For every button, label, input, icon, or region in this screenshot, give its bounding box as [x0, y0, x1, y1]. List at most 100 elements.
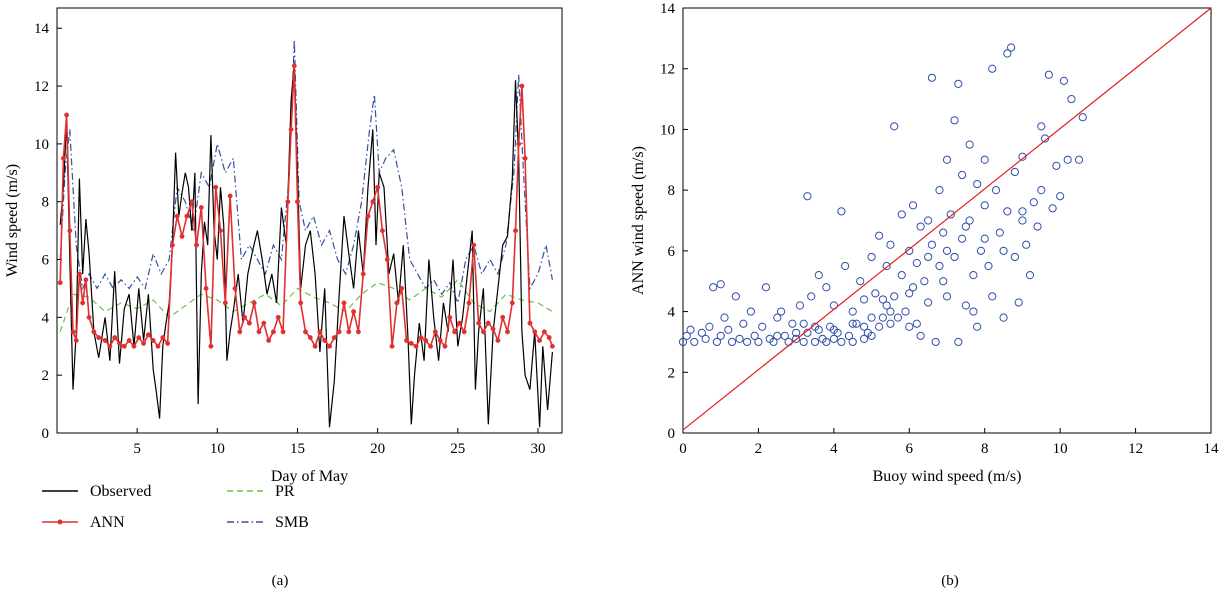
plot-frame	[682, 7, 1212, 434]
scatter-point	[844, 331, 854, 340]
y-tick-label: 8	[668, 183, 676, 199]
data-point-ann	[490, 326, 496, 332]
scatter-point	[822, 337, 831, 347]
scatter-point	[743, 337, 752, 347]
data-point-ann	[537, 338, 543, 343]
scatter-point	[1074, 155, 1084, 164]
data-point-ann	[317, 329, 323, 335]
scatter-point	[856, 277, 865, 286]
data-point-ann	[86, 314, 92, 320]
y-tick-label: 14	[34, 21, 50, 37]
scatter-point	[867, 252, 876, 262]
data-point-ann	[541, 329, 547, 335]
data-point-ann	[208, 343, 214, 349]
data-point-ann	[189, 199, 195, 205]
scatter-point	[965, 140, 974, 149]
x-tick-label: 10	[1053, 441, 1068, 457]
scatter-point	[776, 307, 786, 316]
data-point-ann	[461, 329, 467, 335]
data-point-ann	[218, 228, 223, 234]
scatter-point	[859, 322, 869, 331]
data-point-ann	[288, 126, 294, 132]
y-tick-label: 6	[668, 244, 676, 260]
scatter-point	[701, 334, 710, 343]
scatter-point	[746, 307, 755, 316]
x-tick-label: 15	[290, 441, 305, 457]
scatter-point	[716, 280, 725, 289]
data-point-ann	[452, 329, 458, 335]
scatter-point	[897, 210, 906, 219]
legend-label-observed: Observed	[90, 483, 151, 500]
data-point-ann	[112, 335, 118, 341]
scatter-point	[803, 192, 812, 201]
scatter-point	[954, 337, 963, 347]
scatter-point	[848, 319, 857, 328]
scatter-point	[908, 283, 918, 292]
data-point-ann	[399, 285, 405, 291]
data-point-ann	[466, 300, 472, 306]
y-tick-label: 2	[668, 365, 676, 381]
scatter-point	[799, 337, 808, 347]
data-point-ann	[227, 193, 233, 199]
x-tick-label: 8	[981, 441, 989, 457]
scatter-point	[924, 216, 933, 225]
scatter-point	[712, 337, 722, 347]
series-line-pr	[59, 278, 553, 332]
data-point-ann	[456, 320, 462, 326]
scatter-point	[1003, 207, 1012, 216]
scatter-point	[905, 322, 914, 331]
scatter-point	[875, 231, 884, 240]
scatter-point	[829, 334, 838, 343]
data-point-ann	[389, 343, 395, 349]
scatter-point	[886, 319, 895, 328]
scatter-point	[905, 246, 914, 255]
data-point-ann	[222, 300, 228, 306]
scatter-point	[980, 155, 989, 164]
scatter-point	[859, 295, 869, 304]
data-point-ann	[516, 141, 522, 147]
scatter-point	[957, 234, 967, 243]
scatter-point	[946, 210, 955, 219]
x-tick-label: 2	[755, 441, 763, 457]
scatter-point	[882, 301, 891, 310]
scatter-point	[976, 246, 986, 255]
x-axis-label: Day of May	[271, 468, 348, 485]
scatter-point	[1052, 161, 1061, 170]
scatter-point	[912, 258, 921, 268]
data-point-ann	[251, 300, 257, 306]
data-point-ann	[261, 320, 267, 326]
scatter-point	[1007, 43, 1016, 52]
data-point-ann	[76, 271, 82, 277]
data-point-ann	[360, 271, 366, 277]
scatter-point	[878, 295, 887, 304]
data-point-ann	[447, 314, 453, 320]
scatter-point	[905, 289, 914, 298]
scatter-point	[807, 292, 816, 301]
plot-frame	[56, 7, 563, 434]
data-point-ann	[141, 340, 147, 346]
data-point-ann	[432, 329, 438, 335]
scatter-point	[705, 322, 714, 331]
scatter-point	[848, 307, 857, 316]
data-point-ann	[336, 329, 342, 335]
data-point-ann	[60, 155, 66, 161]
y-tick-label: 14	[660, 1, 676, 17]
scatter-point	[882, 261, 891, 271]
scatter-point	[792, 328, 801, 337]
x-tick-label: 10	[210, 441, 225, 457]
scatter-point	[859, 334, 869, 343]
data-point-ann	[413, 343, 419, 349]
scatter-point	[837, 337, 846, 347]
data-point-ann	[213, 184, 219, 190]
scatter-point	[1037, 122, 1046, 131]
y-tick-label: 0	[668, 426, 676, 442]
data-point-ann	[442, 343, 448, 349]
data-point-ann	[136, 335, 142, 341]
data-point-ann	[150, 338, 156, 343]
scatter-point	[931, 337, 940, 347]
data-point-ann	[480, 329, 486, 335]
scatter-point	[995, 228, 1004, 237]
scatter-point	[988, 292, 997, 301]
data-point-ann	[102, 338, 108, 343]
data-point-ann	[375, 184, 381, 190]
